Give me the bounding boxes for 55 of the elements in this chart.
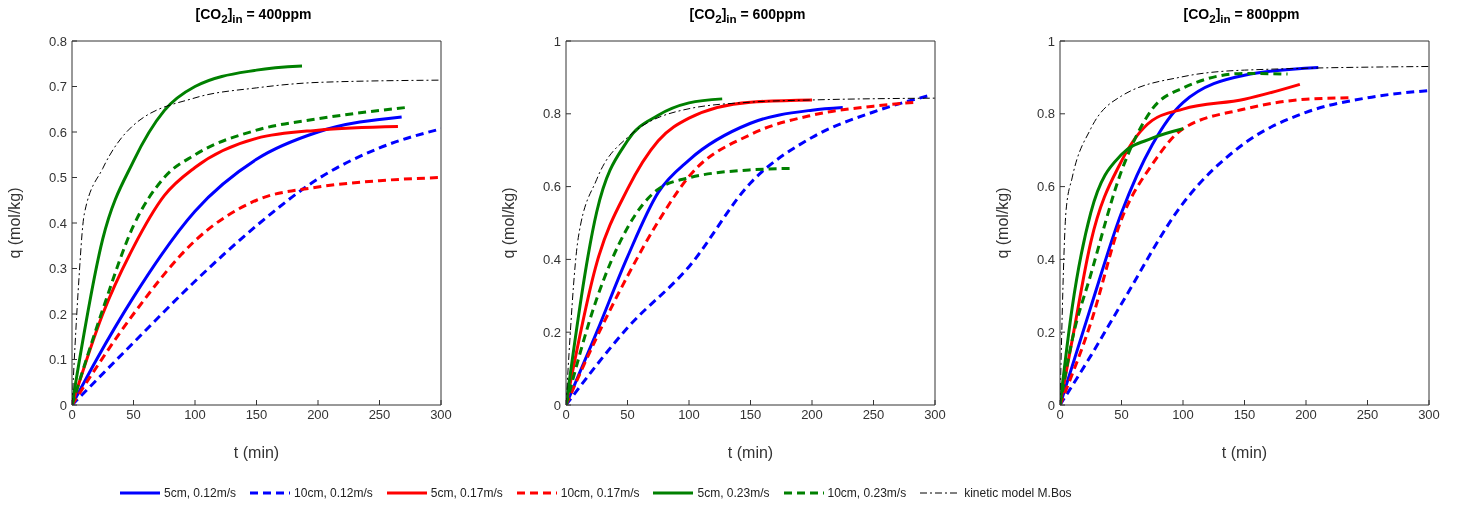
x-tick-label: 250 (862, 407, 885, 423)
chart-title: [CO$_{2}$]$_{in}$ = 600ppm (688, 6, 807, 25)
x-axis-title: t (min) (1221, 444, 1268, 461)
x-tick-label: 100 (1172, 407, 1194, 423)
x-tick-label: 200 (307, 407, 329, 423)
y-tick-label: 0.7 (48, 79, 67, 95)
legend-label: 5cm, 0.12m/s (164, 486, 237, 500)
y-tick-label: 0 (553, 397, 561, 413)
x-tick-label: 150 (245, 407, 268, 423)
y-tick-label: 0.6 (542, 179, 561, 195)
y-tick-label: 0.2 (542, 324, 561, 340)
x-tick-label: 250 (1356, 407, 1379, 423)
y-tick-label: 0.4 (48, 215, 67, 231)
x-tick-label: 50 (1114, 407, 1129, 423)
x-tick-label: 50 (620, 407, 635, 423)
legend-label: 10cm, 0.17m/s (560, 486, 640, 500)
x-axis-title: t (min) (727, 444, 774, 461)
y-tick-label: 0.8 (1036, 106, 1055, 122)
y-tick-label: 0.8 (48, 33, 67, 49)
chart-title: [CO$_{2}$]$_{in}$ = 400ppm (194, 6, 313, 25)
y-tick-label: 0.6 (48, 124, 67, 140)
y-axis-title: q (mol/kg) (5, 187, 23, 259)
y-tick-label: 0.6 (1036, 179, 1055, 195)
y-axis-title: q (mol/kg) (993, 187, 1011, 259)
y-tick-label: 0.2 (48, 306, 67, 322)
legend-label: 5cm, 0.17m/s (430, 486, 503, 500)
chart-title: [CO$_{2}$]$_{in}$ = 800ppm (1182, 6, 1301, 25)
legend-label: 5cm, 0.23m/s (697, 486, 770, 500)
y-tick-label: 0.2 (1036, 324, 1055, 340)
x-tick-label: 300 (430, 407, 452, 423)
x-tick-label: 300 (1418, 407, 1440, 423)
y-tick-label: 0.4 (1036, 252, 1055, 268)
y-tick-label: 1 (1047, 33, 1055, 49)
x-tick-label: 200 (801, 407, 823, 423)
legend-label: 10cm, 0.12m/s (294, 486, 373, 500)
x-tick-label: 100 (184, 407, 206, 423)
y-tick-label: 1 (553, 33, 561, 49)
y-tick-label: 0.8 (542, 106, 561, 122)
y-tick-label: 0.1 (48, 352, 67, 368)
x-tick-label: 300 (924, 407, 946, 423)
x-tick-label: 100 (678, 407, 700, 423)
y-tick-label: 0.3 (48, 261, 67, 277)
x-axis-title: t (min) (233, 444, 280, 461)
x-tick-label: 250 (368, 407, 391, 423)
x-tick-label: 150 (739, 407, 762, 423)
legend-label: kinetic model M.Bos (964, 486, 1072, 500)
y-axis-title: q (mol/kg) (499, 187, 517, 259)
legend-label: 10cm, 0.23m/s (827, 486, 907, 500)
y-tick-label: 0 (59, 397, 67, 413)
x-tick-label: 150 (1233, 407, 1256, 423)
x-tick-label: 50 (126, 407, 141, 423)
y-tick-label: 0 (1047, 397, 1055, 413)
y-tick-label: 0.4 (542, 252, 561, 268)
x-tick-label: 200 (1295, 407, 1317, 423)
y-tick-label: 0.5 (48, 170, 67, 186)
